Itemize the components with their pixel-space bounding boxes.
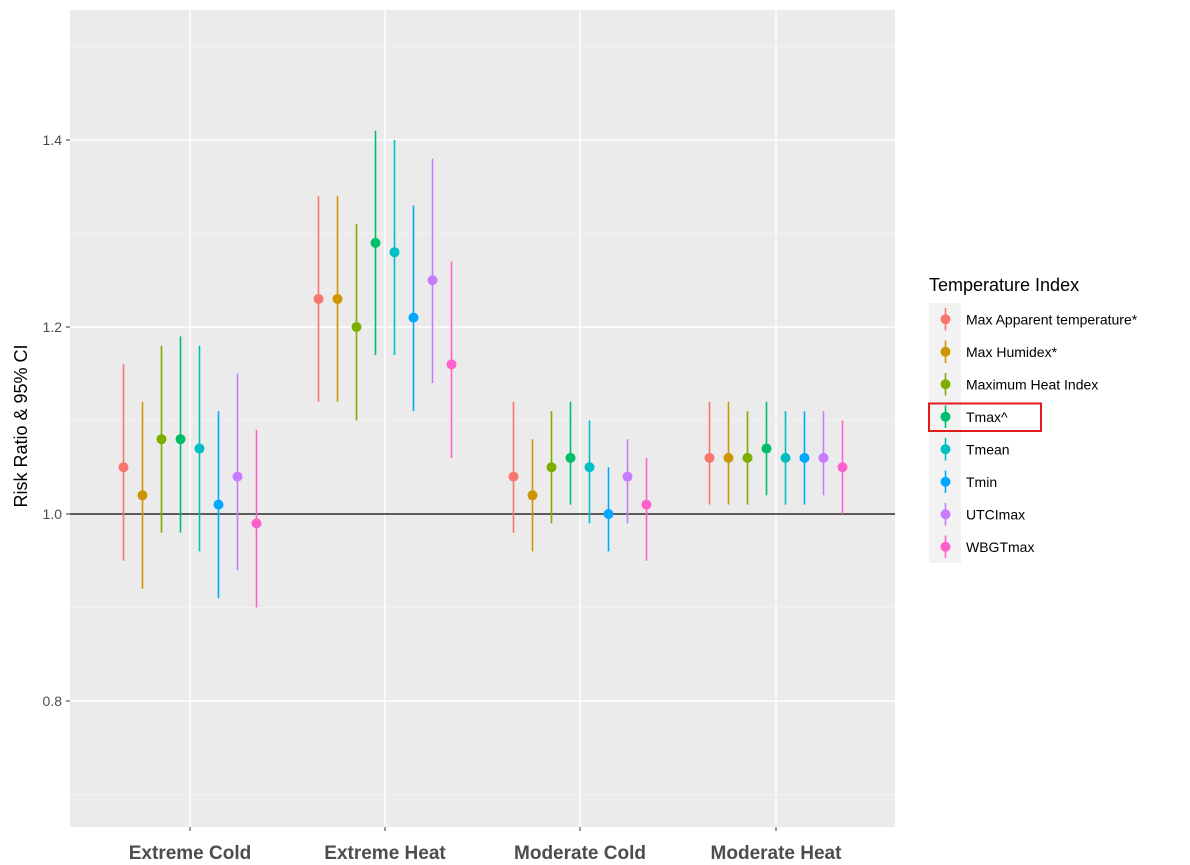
legend-key-point bbox=[940, 541, 951, 552]
data-point bbox=[251, 518, 262, 529]
data-point bbox=[799, 452, 810, 463]
series-max-apparent-temperature bbox=[118, 196, 715, 561]
legend-item: UTCImax bbox=[929, 498, 1025, 531]
legend-label: UTCImax bbox=[966, 506, 1025, 522]
data-point bbox=[584, 462, 595, 473]
axis-layer: 0.8 1.0 1.2 1.4 Extreme Cold Extreme Heat Mode… bbox=[43, 132, 843, 864]
grid-lines bbox=[70, 10, 895, 827]
legend-item: Max Apparent temperature* bbox=[929, 303, 1138, 336]
y-tick-label: 1.4 bbox=[43, 132, 63, 148]
data-point bbox=[194, 443, 205, 454]
x-tick-label: Extreme Heat bbox=[324, 843, 446, 864]
legend-item: Tmax^ bbox=[928, 400, 1042, 433]
legend-key-point bbox=[940, 379, 951, 390]
legend-key-point bbox=[940, 411, 951, 422]
data-point bbox=[704, 452, 715, 463]
data-point bbox=[332, 293, 343, 304]
data-point bbox=[565, 452, 576, 463]
data-point bbox=[546, 462, 557, 473]
legend-key-point bbox=[940, 509, 951, 520]
data-point bbox=[603, 509, 614, 519]
series-max-humidex bbox=[137, 196, 734, 589]
legend-label: Maximum Heat Index bbox=[966, 376, 1098, 392]
series-tmin bbox=[213, 205, 810, 599]
series-wbgtmax bbox=[251, 261, 848, 608]
data-point bbox=[370, 237, 381, 248]
y-tick-label: 1.0 bbox=[43, 506, 63, 522]
series-tmax bbox=[175, 130, 772, 533]
legend-title: Temperature Index bbox=[929, 275, 1079, 295]
legend-key-point bbox=[940, 476, 951, 487]
y-tick-label: 1.2 bbox=[43, 319, 63, 335]
legend-label: Tmin bbox=[966, 474, 997, 490]
y-axis-title: Risk Ratio & 95% CI bbox=[11, 344, 31, 507]
x-tick-label: Moderate Cold bbox=[514, 843, 646, 864]
data-point bbox=[622, 471, 633, 482]
legend-item: Max Humidex* bbox=[929, 335, 1058, 368]
data-point bbox=[527, 490, 538, 501]
x-tick-label: Extreme Cold bbox=[129, 843, 251, 864]
data-point bbox=[118, 462, 129, 473]
legend-item: Tmean bbox=[929, 433, 1010, 466]
data-point bbox=[742, 452, 753, 463]
legend-label: Tmean bbox=[966, 441, 1010, 457]
legend: Max Apparent temperature* Max Humidex* Max… bbox=[928, 303, 1138, 563]
y-tick-label: 0.8 bbox=[43, 693, 63, 709]
series-utcimax bbox=[232, 158, 829, 571]
legend-key-point bbox=[940, 346, 951, 357]
data-point bbox=[408, 312, 419, 323]
legend-label: WBGTmax bbox=[966, 539, 1034, 555]
legend-item: Tmin bbox=[929, 465, 997, 498]
data-point bbox=[232, 471, 243, 482]
data-point bbox=[137, 490, 148, 501]
legend-item: Maximum Heat Index bbox=[929, 368, 1098, 401]
plot-background bbox=[70, 10, 895, 827]
highlight-box bbox=[928, 402, 1042, 432]
legend-label: Tmax^ bbox=[966, 409, 1008, 425]
data-point bbox=[351, 322, 362, 332]
legend-label: Max Humidex* bbox=[966, 344, 1058, 360]
legend-label: Max Apparent temperature* bbox=[966, 311, 1138, 327]
legend-key-point bbox=[940, 314, 951, 325]
data-point bbox=[389, 247, 400, 258]
data-point bbox=[818, 452, 829, 463]
plot-panel bbox=[70, 10, 895, 827]
data-point bbox=[156, 434, 167, 445]
data-point bbox=[780, 452, 791, 463]
data-point bbox=[723, 452, 734, 463]
data-point bbox=[446, 359, 457, 370]
legend-key-point bbox=[940, 444, 951, 455]
data-point bbox=[837, 462, 848, 473]
x-tick-label: Moderate Heat bbox=[711, 843, 843, 864]
series-maximum-heat-index bbox=[156, 224, 753, 533]
data-point bbox=[427, 275, 438, 286]
data-point bbox=[508, 471, 519, 482]
data-point bbox=[313, 293, 324, 304]
data-point bbox=[175, 434, 186, 445]
data-point bbox=[641, 499, 652, 510]
series-tmean bbox=[194, 140, 791, 552]
data-point bbox=[761, 443, 772, 454]
series-layer bbox=[118, 130, 848, 608]
data-point bbox=[213, 499, 224, 510]
legend-item: WBGTmax bbox=[929, 530, 1034, 563]
